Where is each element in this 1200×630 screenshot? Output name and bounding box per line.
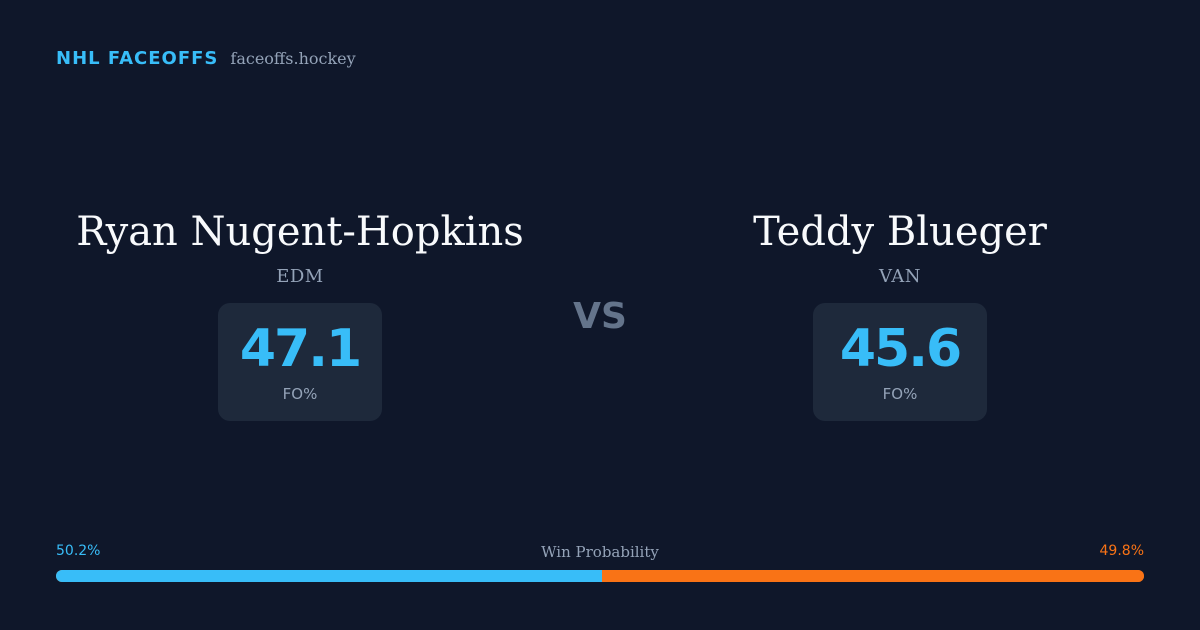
win-probability-labels: 50.2% Win Probability 49.8% (56, 543, 1144, 563)
brand-name: NHL FACEOFFS (56, 48, 219, 69)
player-right-panel: Teddy Blueger VAN 45.6 FO% (600, 206, 1200, 421)
player-left-team: EDM (276, 266, 324, 287)
player-left-stat-card: 47.1 FO% (218, 303, 382, 421)
player-left-stat-value: 47.1 (239, 319, 362, 379)
versus-label: VS (573, 296, 627, 337)
player-right-name: Teddy Blueger (753, 209, 1047, 255)
player-left-name: Ryan Nugent-Hopkins (76, 209, 524, 255)
win-probability-title: Win Probability (541, 543, 659, 561)
player-right-team: VAN (878, 266, 922, 287)
win-probability-bar-right (602, 570, 1144, 582)
win-probability-bar-left (56, 570, 603, 582)
player-left-stat-label: FO% (282, 385, 318, 403)
win-probability-bar (56, 570, 1144, 582)
brand-url: faceoffs.hockey (230, 49, 356, 68)
player-left-panel: Ryan Nugent-Hopkins EDM 47.1 FO% (0, 206, 600, 421)
player-right-stat-value: 45.6 (839, 319, 962, 379)
win-probability-right-label: 49.8% (1099, 543, 1144, 559)
player-right-stat-card: 45.6 FO% (813, 303, 987, 421)
win-probability-left-label: 50.2% (56, 543, 101, 559)
player-right-stat-label: FO% (882, 385, 918, 403)
brand-header: NHL FACEOFFS faceoffs.hockey (56, 48, 356, 69)
